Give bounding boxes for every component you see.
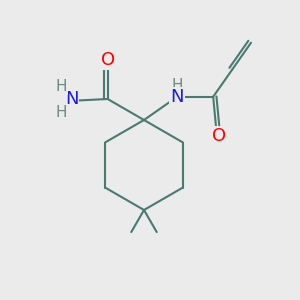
Text: O: O [100,51,115,69]
Text: O: O [212,127,226,145]
Text: H: H [56,105,67,120]
Text: N: N [65,90,78,108]
Text: H: H [56,80,67,94]
Text: H: H [171,78,183,93]
Text: N: N [170,88,184,106]
